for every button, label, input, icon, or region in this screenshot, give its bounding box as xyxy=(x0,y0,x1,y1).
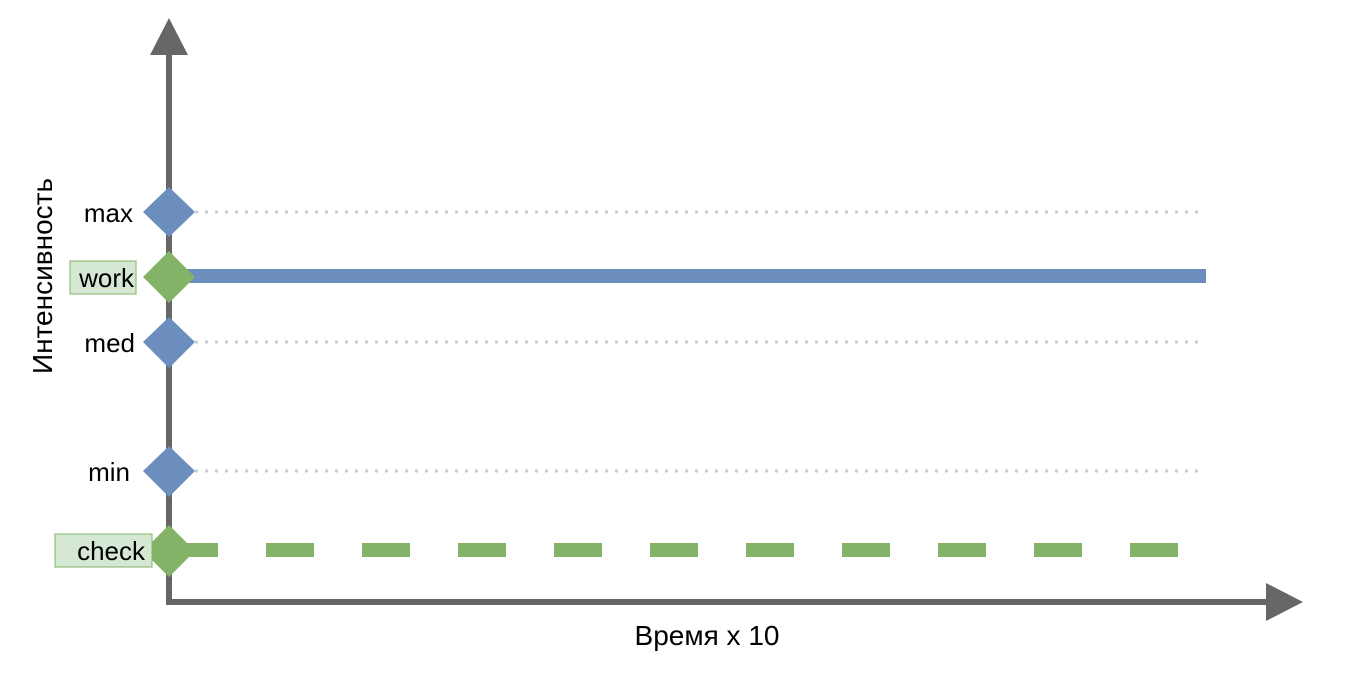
min-label: min xyxy=(88,457,130,487)
max-marker xyxy=(143,187,195,237)
x-axis-arrowhead xyxy=(1266,583,1303,621)
check-marker xyxy=(143,525,195,577)
med-label: med xyxy=(84,328,135,358)
y-axis-arrowhead xyxy=(150,18,188,55)
y-axis-label: Интенсивность xyxy=(27,178,58,374)
x-axis-label: Время x 10 xyxy=(635,620,780,651)
work-label: work xyxy=(78,263,135,293)
check-label-box xyxy=(54,533,153,568)
max-label: max xyxy=(84,198,133,228)
check-label: check xyxy=(77,536,146,566)
min-marker xyxy=(143,446,195,497)
med-marker xyxy=(143,317,195,368)
work-marker xyxy=(143,251,195,303)
work-label-box xyxy=(69,260,137,295)
